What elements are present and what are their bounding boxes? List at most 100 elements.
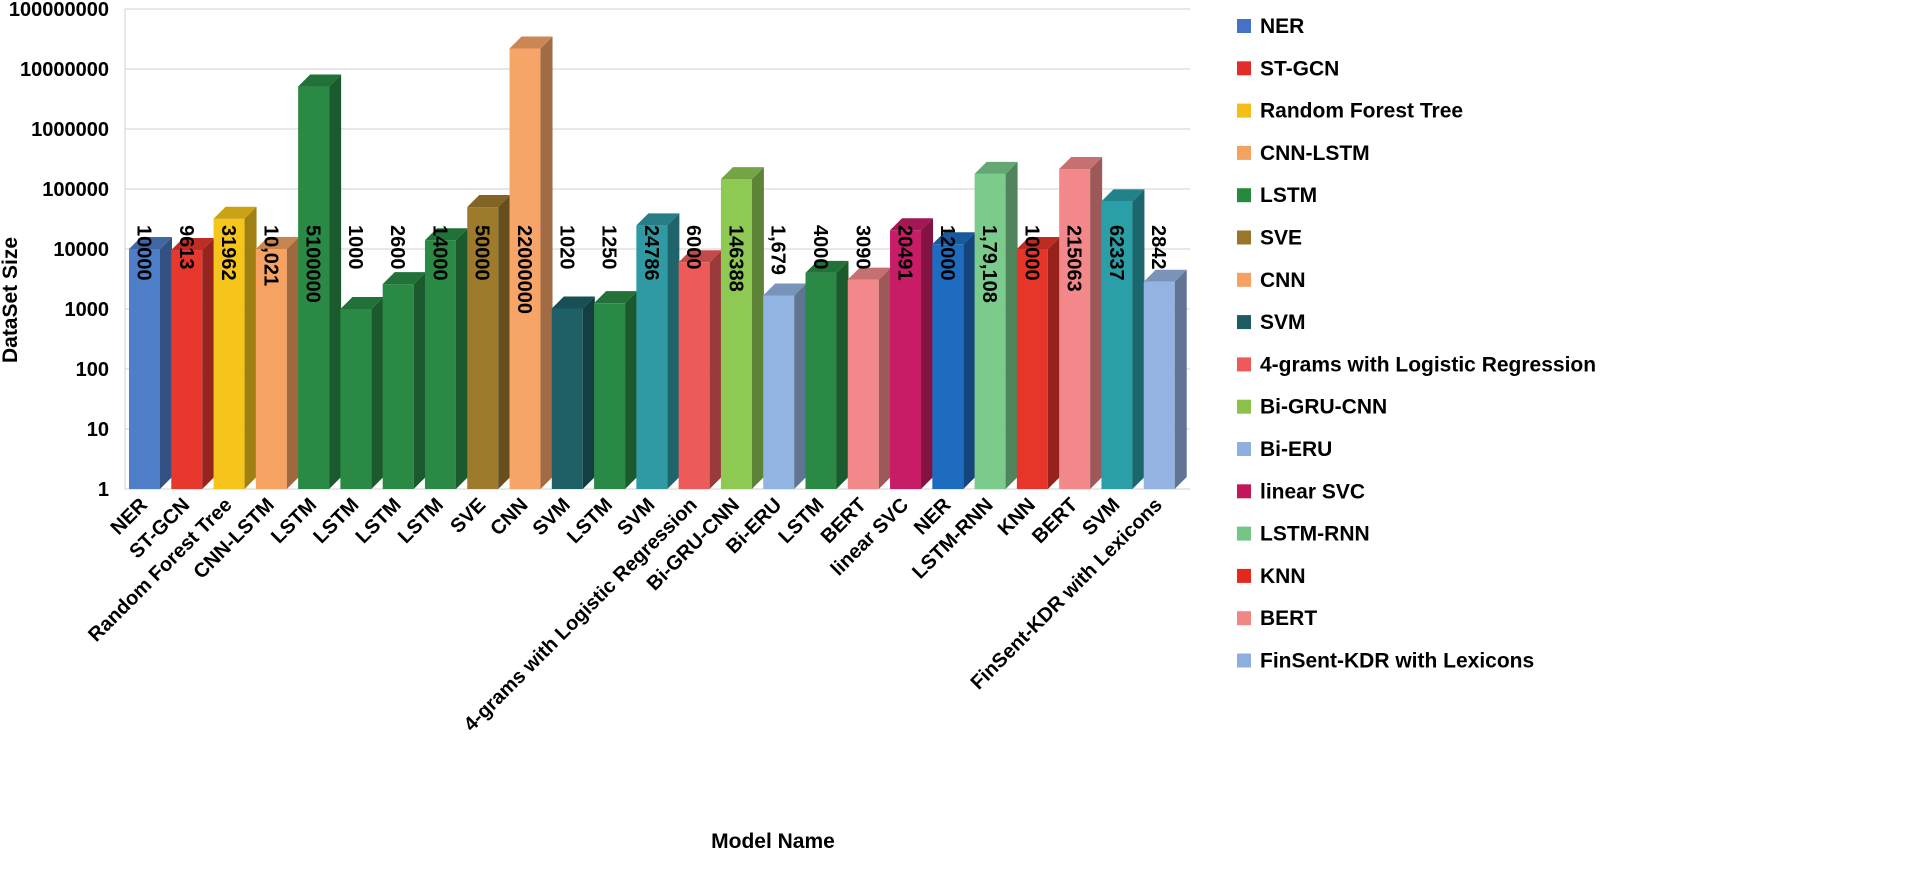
y-tick-label: 100000000 xyxy=(9,0,109,21)
bar xyxy=(805,260,849,489)
bar-side xyxy=(244,206,257,489)
y-tick-label: 10 xyxy=(87,419,109,441)
legend-item: BERT xyxy=(1237,607,1317,630)
bar xyxy=(890,218,934,489)
bar-top xyxy=(255,236,299,249)
bar xyxy=(720,167,764,489)
bar-value-label: 2600 xyxy=(386,225,408,270)
bar-value-label: 2842 xyxy=(1147,225,1169,270)
bar-top xyxy=(1016,237,1060,249)
bar-value-label: 62337 xyxy=(1105,225,1127,281)
legend-label: CNN-LSTM xyxy=(1260,142,1370,165)
bar xyxy=(382,272,426,489)
bar-top xyxy=(890,218,934,231)
bar-side xyxy=(582,296,595,489)
legend-swatch xyxy=(1237,230,1251,245)
legend-swatch xyxy=(1237,653,1251,668)
bar-side xyxy=(751,167,764,489)
bar-top xyxy=(213,206,257,219)
bar-front xyxy=(847,279,879,489)
bar xyxy=(974,161,1018,489)
bar-value-label: 4000 xyxy=(809,225,831,270)
legend-item: linear SVC xyxy=(1237,480,1365,503)
bar xyxy=(255,236,299,489)
bar-front xyxy=(932,244,964,489)
bar-front xyxy=(340,309,372,489)
bar xyxy=(847,267,891,489)
bar-top xyxy=(805,260,849,273)
bar-side xyxy=(1132,189,1145,489)
legend-item: 4-grams with Logistic Regression xyxy=(1237,353,1596,376)
legend-item: ST-GCN xyxy=(1237,57,1339,80)
legend-swatch xyxy=(1237,611,1251,626)
bar-front xyxy=(890,230,922,489)
bar-side xyxy=(878,267,891,489)
bar xyxy=(129,237,172,489)
bar-value-label: 6000 xyxy=(682,225,704,270)
bar-front xyxy=(805,272,837,489)
legend-label: FinSent-KDR with Lexicons xyxy=(1260,650,1534,673)
bar-front xyxy=(1101,201,1133,489)
bar xyxy=(594,291,638,489)
x-axis-title: Model Name xyxy=(711,830,835,853)
bar-side xyxy=(498,195,511,489)
bar-side xyxy=(963,232,976,489)
bar-value-label: 1250 xyxy=(598,225,620,270)
bar-value-label: 12000 xyxy=(936,225,958,281)
bar-side xyxy=(455,228,468,490)
legend-label: NER xyxy=(1260,15,1304,38)
legend-item: Bi-ERU xyxy=(1237,438,1332,461)
y-tick-label: 1000 xyxy=(65,299,110,321)
bar-value-label: 1020 xyxy=(555,225,577,270)
legend-label: Bi-GRU-CNN xyxy=(1260,396,1387,419)
bar xyxy=(171,238,215,489)
bar-side xyxy=(921,218,934,489)
bar-value-label: 24786 xyxy=(640,225,662,281)
bar xyxy=(678,250,722,489)
bar-value-label: 10000 xyxy=(133,225,155,281)
bar-top xyxy=(424,228,468,241)
legend-swatch xyxy=(1237,145,1251,160)
bar-side xyxy=(413,272,426,489)
bar xyxy=(932,232,976,489)
bar xyxy=(467,195,511,489)
legend-label: Random Forest Tree xyxy=(1260,100,1463,123)
bar-side xyxy=(286,236,299,489)
bar-value-label: 5100000 xyxy=(302,225,324,303)
bar-value-label: 22000000 xyxy=(513,225,535,314)
bar-value-label: 20491 xyxy=(894,225,916,281)
bar-front xyxy=(382,284,414,489)
bar-value-label: 9613 xyxy=(175,225,197,270)
legend-label: ST-GCN xyxy=(1260,57,1339,80)
bar-top xyxy=(340,297,384,309)
bar-side xyxy=(160,237,172,489)
y-axis-title: DataSet Size xyxy=(0,237,22,363)
bar-value-label: 14000 xyxy=(428,225,450,281)
bar xyxy=(298,74,342,490)
bar-front xyxy=(1059,169,1091,489)
bar-side xyxy=(1174,269,1187,489)
legend-swatch xyxy=(1237,484,1251,499)
bar-value-label: 50000 xyxy=(471,225,493,281)
bar xyxy=(1016,237,1060,489)
legend-item: KNN xyxy=(1237,565,1306,588)
bar-value-label: 1000 xyxy=(344,225,366,270)
bar-side xyxy=(371,297,384,489)
legend-item: SVM xyxy=(1237,311,1306,334)
y-tick-label: 1000000 xyxy=(31,119,109,141)
bar-front xyxy=(213,218,245,489)
bar-front xyxy=(720,179,752,489)
x-tick-label: LSTM xyxy=(394,494,448,548)
bar-top xyxy=(171,238,215,251)
legend-swatch xyxy=(1237,103,1251,118)
bar-top xyxy=(974,161,1018,174)
x-tick-label: LSTM xyxy=(267,494,321,548)
bar-side xyxy=(1047,237,1060,489)
y-tick-label: 10000 xyxy=(53,239,109,261)
bar-top xyxy=(1101,189,1145,202)
legend-item: FinSent-KDR with Lexicons xyxy=(1237,650,1534,673)
legend-swatch xyxy=(1237,315,1251,330)
y-tick-label: 100000 xyxy=(42,179,109,201)
